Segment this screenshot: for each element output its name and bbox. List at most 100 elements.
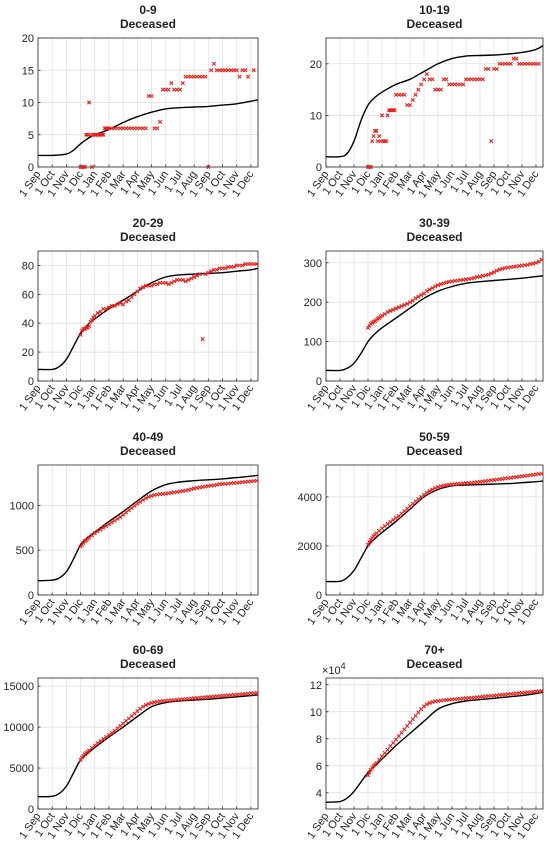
data-point <box>531 261 536 266</box>
data-point <box>427 287 432 292</box>
data-point <box>444 77 449 82</box>
y-tick-label: 20 <box>22 33 34 45</box>
data-point <box>180 277 185 282</box>
data-point <box>254 690 259 695</box>
data-point <box>223 266 228 271</box>
data-point <box>192 486 197 491</box>
data-point <box>407 102 413 108</box>
data-point <box>166 87 171 92</box>
data-point <box>385 309 390 315</box>
data-point <box>87 324 92 329</box>
plot-frame <box>325 37 544 168</box>
data-point <box>430 699 435 705</box>
data-point <box>385 113 390 118</box>
data-point <box>146 494 151 499</box>
y-tick-label: 6 <box>316 761 322 773</box>
data-point <box>243 68 248 73</box>
data-point <box>82 164 87 170</box>
data-point <box>231 264 236 269</box>
chart-subtitle: Deceased <box>120 444 176 458</box>
data-point <box>377 757 382 762</box>
data-point <box>396 733 401 739</box>
data-point <box>146 701 151 706</box>
data-point <box>367 540 372 545</box>
data-point <box>112 303 117 308</box>
data-point <box>106 305 112 310</box>
data-point <box>367 770 372 775</box>
data-point <box>399 730 404 735</box>
data-point <box>379 113 385 118</box>
data-point <box>149 93 154 99</box>
data-point <box>486 66 491 72</box>
data-point <box>444 280 449 285</box>
y-tick-label: 2000 <box>298 541 322 553</box>
data-point <box>194 273 200 278</box>
data-point <box>416 710 421 715</box>
data-point <box>180 81 185 86</box>
chart-subtitle: Deceased <box>120 657 176 671</box>
data-point <box>461 82 466 87</box>
data-point <box>149 283 154 288</box>
data-point <box>514 56 519 61</box>
data-point <box>391 517 396 523</box>
data-point <box>78 332 83 337</box>
data-point <box>87 100 92 105</box>
model-line <box>37 474 259 582</box>
data-point <box>254 261 259 267</box>
data-point <box>489 139 494 144</box>
data-point <box>489 271 494 276</box>
plot-frame <box>325 250 544 382</box>
data-point <box>251 68 256 73</box>
data-point <box>143 496 148 501</box>
data-point <box>99 132 104 137</box>
data-point <box>405 301 410 306</box>
chart-title: 20-29 <box>133 216 164 230</box>
data-point <box>211 61 217 66</box>
data-point <box>140 704 146 709</box>
data-point <box>129 295 134 300</box>
data-point <box>392 108 397 113</box>
data-point <box>95 741 100 746</box>
data-point <box>143 126 148 131</box>
chart-subtitle: Deceased <box>406 17 462 31</box>
data-point <box>92 531 97 536</box>
data-point <box>379 313 385 318</box>
data-point <box>169 81 174 86</box>
chart-title: 50-59 <box>419 430 450 444</box>
y-tick-label: 0 <box>28 162 34 174</box>
data-point <box>424 490 429 495</box>
data-point <box>101 736 106 742</box>
plot-frame <box>325 464 544 596</box>
data-point <box>140 285 146 290</box>
data-point <box>237 74 242 79</box>
data-point <box>410 97 415 103</box>
data-point <box>121 302 126 307</box>
data-point <box>98 309 103 314</box>
data-point <box>486 272 491 277</box>
data-point <box>388 744 393 749</box>
data-point <box>483 273 488 278</box>
data-point <box>101 132 106 137</box>
data-point <box>413 92 418 97</box>
data-point <box>438 282 443 287</box>
data-point <box>138 286 143 291</box>
y-tick-label: 0 <box>316 162 322 174</box>
data-point <box>106 732 112 737</box>
data-point <box>203 74 208 79</box>
y-tick-label: 0 <box>316 376 322 388</box>
y-tick-label: 10 <box>310 110 322 122</box>
data-point <box>206 164 211 170</box>
data-point <box>385 747 390 752</box>
data-point <box>533 260 539 265</box>
data-point <box>183 488 188 493</box>
model-line <box>37 267 259 371</box>
data-point <box>123 299 129 304</box>
data-point <box>138 499 143 504</box>
data-point <box>421 77 427 82</box>
y-exponent-label: ×104 <box>322 661 346 677</box>
y-tick-label: 40 <box>22 318 34 330</box>
